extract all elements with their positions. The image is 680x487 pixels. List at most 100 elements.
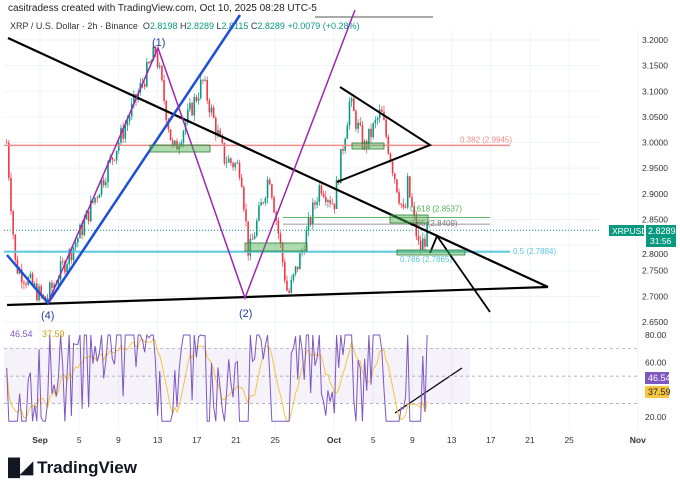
candle-body bbox=[251, 238, 254, 240]
candle-body bbox=[352, 98, 355, 112]
candle-body bbox=[312, 202, 314, 225]
candle-body bbox=[299, 253, 301, 270]
candle-body bbox=[92, 200, 94, 203]
candle-body bbox=[288, 290, 290, 293]
candle-body bbox=[247, 221, 249, 256]
price-tick-label: 3.0000 bbox=[642, 138, 668, 148]
symbol-name: XRP / U.S. Dollar · 2h · Binance bbox=[10, 21, 138, 31]
candle-body bbox=[191, 102, 193, 116]
candle-body bbox=[273, 197, 275, 213]
candle-body bbox=[215, 117, 217, 136]
candle-body bbox=[148, 62, 150, 64]
candle-body bbox=[20, 269, 23, 283]
candle-body bbox=[64, 261, 66, 273]
candles bbox=[5, 43, 428, 306]
candle-body bbox=[49, 282, 51, 298]
rsi-tick-label: 80.00 bbox=[645, 330, 667, 340]
rsi-ma-value-label: 37.59 bbox=[42, 329, 65, 339]
triangle-pattern bbox=[336, 86, 433, 183]
candle-body bbox=[402, 204, 405, 208]
candle-body bbox=[320, 185, 323, 194]
rsi-tick-label: 20.00 bbox=[645, 412, 667, 422]
fib-levels: 0.382 (2.9945) 0.618 (2.8537) 0.65 (2.8409… bbox=[4, 135, 600, 264]
candle-body bbox=[161, 65, 163, 80]
candle-body bbox=[316, 201, 318, 205]
candle-body bbox=[335, 179, 338, 210]
candle-body bbox=[424, 238, 426, 247]
candle-body bbox=[271, 184, 273, 198]
candle-body bbox=[413, 206, 415, 216]
tv-logo-icon: █◢ bbox=[8, 458, 34, 477]
candle-body bbox=[234, 163, 237, 168]
wave-1-label: (1) bbox=[152, 37, 165, 49]
rsi-band bbox=[4, 348, 470, 403]
tradingview-logo[interactable]: █◢ TradingView bbox=[8, 458, 137, 478]
candle-body bbox=[277, 220, 280, 234]
price-axis[interactable]: 3.2000 3.1500 3.1000 3.0500 3.0000 2.9500 2.90… bbox=[642, 35, 668, 327]
candle-body bbox=[409, 176, 411, 198]
candle-body bbox=[208, 100, 211, 113]
change-value: +0.0079 (+0.28%) bbox=[287, 21, 360, 31]
price-tick-label: 2.9500 bbox=[642, 163, 668, 173]
price-tick-label: 2.9000 bbox=[642, 189, 668, 199]
candle-body bbox=[59, 261, 62, 280]
candle-body bbox=[77, 238, 79, 243]
candle-body bbox=[94, 197, 96, 203]
candle-body bbox=[8, 142, 10, 178]
candle-body bbox=[10, 177, 12, 212]
candle-body bbox=[182, 131, 185, 143]
time-tick-label: Sep bbox=[32, 435, 48, 445]
candle-body bbox=[393, 173, 396, 180]
candle-body bbox=[350, 98, 353, 102]
time-tick-label: 25 bbox=[270, 435, 280, 445]
candle-body bbox=[236, 162, 239, 164]
candle-body bbox=[217, 130, 219, 136]
candle-body bbox=[204, 79, 206, 81]
open-label: O bbox=[142, 21, 150, 31]
candle-body bbox=[5, 142, 8, 144]
candle-body bbox=[385, 119, 387, 137]
candle-body bbox=[421, 238, 424, 250]
candle-body bbox=[53, 284, 55, 288]
candle-body bbox=[83, 219, 86, 235]
candle-body bbox=[107, 162, 109, 183]
candle-body bbox=[206, 79, 208, 101]
candle-body bbox=[296, 266, 299, 270]
time-tick-label: 13 bbox=[447, 435, 457, 445]
candle-body bbox=[284, 262, 286, 281]
drawings[interactable] bbox=[6, 9, 549, 414]
candle-body bbox=[115, 150, 118, 161]
candle-body bbox=[411, 197, 413, 207]
time-axis[interactable]: Sep 5 9 13 17 21 25 Oct 5 9 13 17 21 25 Nov bbox=[32, 435, 646, 445]
time-tick-label: Nov bbox=[630, 435, 646, 445]
candle-body bbox=[189, 102, 191, 110]
candle-body bbox=[262, 202, 265, 204]
candle-body bbox=[279, 233, 282, 244]
fib-label: 0.5 (2.7884) bbox=[513, 247, 556, 256]
candle-body bbox=[361, 125, 364, 149]
price-tick-label: 2.8500 bbox=[642, 214, 668, 224]
candle-body bbox=[180, 142, 183, 147]
candle-body bbox=[309, 217, 312, 225]
candle-body bbox=[314, 202, 316, 205]
candle-body bbox=[372, 123, 374, 138]
high-value: 2.8289 bbox=[186, 21, 214, 31]
candle-body bbox=[238, 162, 241, 178]
candle-body bbox=[243, 187, 245, 210]
candle-body bbox=[348, 101, 351, 126]
candle-body bbox=[51, 282, 53, 288]
wave-line-blue bbox=[6, 14, 242, 306]
price-tick-label: 3.1000 bbox=[642, 86, 668, 96]
candle-body bbox=[79, 224, 81, 239]
rsi-tag bbox=[645, 372, 669, 384]
close-value: 2.8289 bbox=[257, 21, 285, 31]
candle-body bbox=[163, 79, 165, 101]
candle-body bbox=[400, 203, 403, 205]
close-label: C bbox=[250, 21, 258, 31]
candle-body bbox=[281, 243, 284, 263]
candle-body bbox=[417, 236, 420, 241]
candle-body bbox=[46, 297, 49, 302]
high-label: H bbox=[179, 21, 187, 31]
candle-body bbox=[111, 157, 114, 160]
